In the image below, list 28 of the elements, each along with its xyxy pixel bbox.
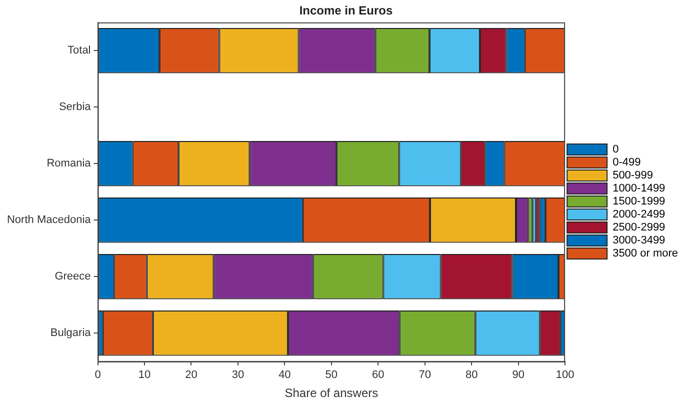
x-tick-label: 60 <box>372 369 384 382</box>
x-tick-label: 10 <box>138 369 151 382</box>
x-tick-label: 20 <box>185 369 198 382</box>
legend-label: 500-999 <box>612 170 653 182</box>
x-axis-title: Share of answers <box>284 386 378 400</box>
x-tick-label: 80 <box>465 369 478 382</box>
x-tick-label: 30 <box>232 369 244 382</box>
legend-label: 1000-1499 <box>612 182 666 195</box>
legend-label: 3500 or more <box>612 248 678 260</box>
x-tick-label: 70 <box>418 369 432 382</box>
legend-label: 1500-1999 <box>612 196 666 208</box>
legend-label: 2000-2499 <box>612 208 666 221</box>
y-tick-label: Total <box>68 44 91 57</box>
x-tick-label: 50 <box>325 369 338 382</box>
x-tick-label: 0 <box>94 369 101 382</box>
y-tick-label: Serbia <box>58 101 92 114</box>
y-tick-label: North Macedonia <box>6 214 92 226</box>
legend-label: 0-499 <box>612 156 641 169</box>
x-tick-label: 100 <box>556 369 574 382</box>
x-tick-label: 40 <box>278 369 291 382</box>
legend-label: 3000-3499 <box>612 234 666 247</box>
y-tick-label: Bulgaria <box>50 327 92 340</box>
x-tick-label: 90 <box>512 369 524 382</box>
chart-title: Income in Euros <box>299 4 393 18</box>
legend-label: 0 <box>612 144 619 156</box>
y-tick-label: Greece <box>54 270 91 283</box>
y-tick-label: Romania <box>46 158 92 170</box>
legend-label: 2500-2999 <box>612 222 666 234</box>
